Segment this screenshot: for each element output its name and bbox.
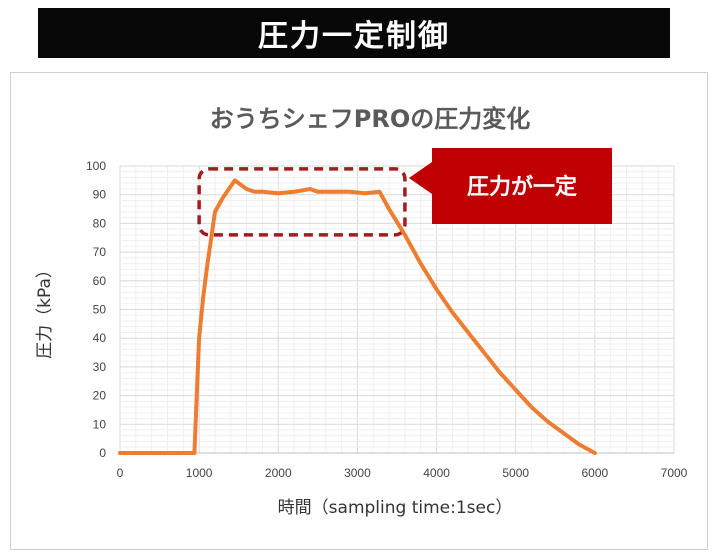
x-tick-label: 4000 bbox=[423, 466, 450, 480]
y-tick-label: 60 bbox=[93, 274, 107, 288]
callout: 圧力が一定 bbox=[408, 148, 612, 224]
x-tick-label: 5000 bbox=[502, 466, 529, 480]
x-tick-label: 0 bbox=[117, 466, 124, 480]
y-tick-label: 20 bbox=[93, 389, 107, 403]
y-tick-label: 100 bbox=[86, 159, 106, 173]
y-tick-label: 0 bbox=[99, 446, 106, 460]
y-axis-title: 圧力（kPa） bbox=[35, 261, 55, 359]
x-tick-label: 2000 bbox=[265, 466, 292, 480]
callout-box bbox=[432, 148, 612, 224]
y-tick-label: 90 bbox=[93, 188, 107, 202]
series-layer bbox=[118, 178, 597, 455]
y-tick-label: 70 bbox=[93, 245, 107, 259]
banner-title: 圧力一定制御 bbox=[258, 19, 450, 54]
x-tick-label: 6000 bbox=[582, 466, 609, 480]
y-tick-label: 80 bbox=[93, 216, 107, 230]
y-tick-label: 10 bbox=[93, 417, 107, 431]
x-axis-title: 時間（sampling time:1sec） bbox=[278, 498, 513, 518]
highlight-dashed-box bbox=[197, 167, 407, 237]
tick-labels: 0 1000 2000 3000 4000 5000 6000 7000 0 10 20 30 40 50… bbox=[86, 159, 688, 480]
x-tick-label: 7000 bbox=[661, 466, 688, 480]
x-tick-label: 3000 bbox=[344, 466, 371, 480]
title-banner: 圧力一定制御 bbox=[38, 8, 670, 58]
x-tick-label: 1000 bbox=[186, 466, 213, 480]
callout-label: 圧力が一定 bbox=[467, 174, 577, 200]
chart-title: おうちシェフPROの圧力変化 bbox=[210, 105, 530, 133]
y-tick-label: 40 bbox=[93, 331, 107, 345]
y-tick-label: 50 bbox=[93, 303, 107, 317]
highlight-region bbox=[197, 167, 407, 237]
callout-pointer bbox=[408, 162, 432, 194]
pressure-series-line bbox=[118, 178, 597, 455]
y-tick-label: 30 bbox=[93, 360, 107, 374]
